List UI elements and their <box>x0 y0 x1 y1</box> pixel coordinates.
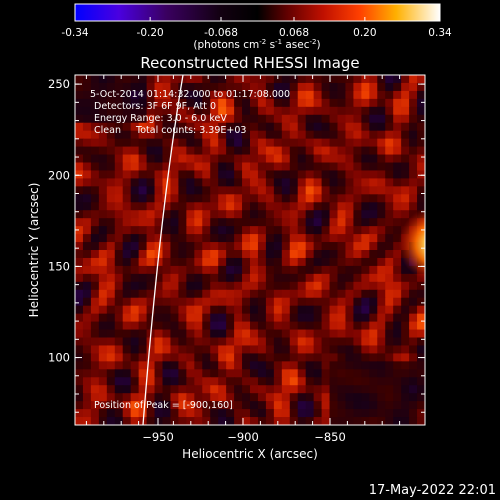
solar-limb-line <box>142 75 184 425</box>
axis-ticks: −950 −900 −850 100 150 200 250 <box>48 75 425 444</box>
peak-source <box>398 207 425 281</box>
x-tick-label: −850 <box>314 430 346 444</box>
heatmap-image <box>75 75 500 425</box>
info-detectors: Detectors: 3F 6F 9F, Att 0 <box>94 101 216 112</box>
colorbar-tick-label: 0.34 <box>428 27 452 39</box>
colorbar-ticks: -0.34 -0.20 -0.068 0.068 0.20 0.34 <box>61 17 452 39</box>
info-energy-range: Energy Range: 3.0 - 6.0 keV <box>94 113 227 124</box>
x-tick-label: −900 <box>227 430 259 444</box>
x-tick-label: −950 <box>142 430 174 444</box>
y-axis-label: Heliocentric Y (arcsec) <box>27 183 41 318</box>
colorbar-unit-label: (photons cm-2 s-1 asec-2) <box>193 38 320 51</box>
chart-title: Reconstructed RHESSI Image <box>140 54 359 72</box>
colorbar-tick-label: -0.068 <box>204 27 238 39</box>
colorbar-tick-label: -0.34 <box>61 27 88 39</box>
colorbar-tick-label: -0.20 <box>137 27 164 39</box>
y-tick-label: 200 <box>48 168 70 182</box>
x-axis-label: Heliocentric X (arcsec) <box>182 447 318 461</box>
info-time-range: 5-Oct-2014 01:14:32.000 to 01:17:08.000 <box>90 89 290 100</box>
secondary-source <box>479 98 500 122</box>
peak-position-label: Position of Peak = [-900,160] <box>94 400 233 411</box>
footer-date: 17-May-2022 22:01 <box>369 483 496 498</box>
y-tick-label: 150 <box>48 259 70 273</box>
plot-frame <box>74 74 426 426</box>
colorbar-tick-label: 0.20 <box>353 27 376 39</box>
colorbar <box>74 3 441 22</box>
y-tick-label: 250 <box>48 77 70 91</box>
info-clean-counts: Clean Total counts: 3.39E+03 <box>94 125 246 136</box>
y-tick-label: 100 <box>48 351 70 365</box>
colorbar-tick-label: 0.068 <box>279 27 309 39</box>
